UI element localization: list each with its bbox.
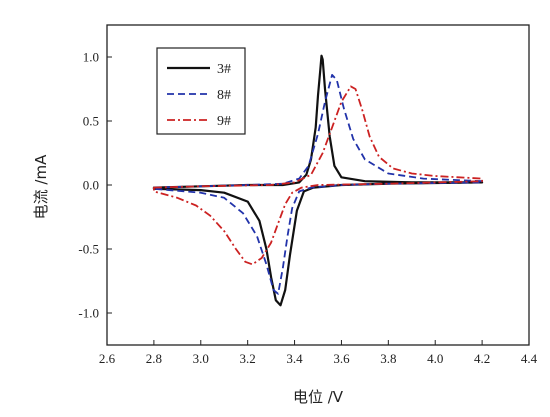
axis-ticks: 2.6 2.8 3.0 3.2 3.4 3.6 3.8 4.0 4.2 4.4 -1.0 -0.5 0.… <box>78 50 537 367</box>
x-tick-label: 2.6 <box>99 351 116 366</box>
x-tick-label: 3.8 <box>380 351 396 366</box>
curves <box>152 54 484 307</box>
x-tick-label: 3.0 <box>193 351 209 366</box>
legend-label-9: 9# <box>217 114 231 129</box>
y-tick-label: 0.5 <box>83 114 99 129</box>
x-tick-label: 3.4 <box>286 351 303 366</box>
legend-label-3: 3# <box>217 62 231 77</box>
x-axis-title: 电位 /V <box>293 388 344 406</box>
x-tick-label: 3.2 <box>240 351 256 366</box>
y-axis-title: 电流 /mA <box>32 154 50 219</box>
y-tick-label: 0.0 <box>83 178 99 193</box>
x-tick-label: 4.0 <box>427 351 443 366</box>
y-tick-label: 1.0 <box>83 50 99 65</box>
legend-label-8: 8# <box>217 88 231 103</box>
y-tick-label: -1.0 <box>78 306 99 321</box>
legend: 3# 8# 9# <box>156 47 246 135</box>
x-tick-label: 4.4 <box>521 351 538 366</box>
legend-box <box>156 47 246 135</box>
y-tick-label: -0.5 <box>78 242 99 257</box>
x-tick-label: 2.8 <box>146 351 162 366</box>
x-tick-label: 4.2 <box>474 351 490 366</box>
x-tick-label: 3.6 <box>333 351 350 366</box>
series-curve-3 <box>153 85 483 266</box>
